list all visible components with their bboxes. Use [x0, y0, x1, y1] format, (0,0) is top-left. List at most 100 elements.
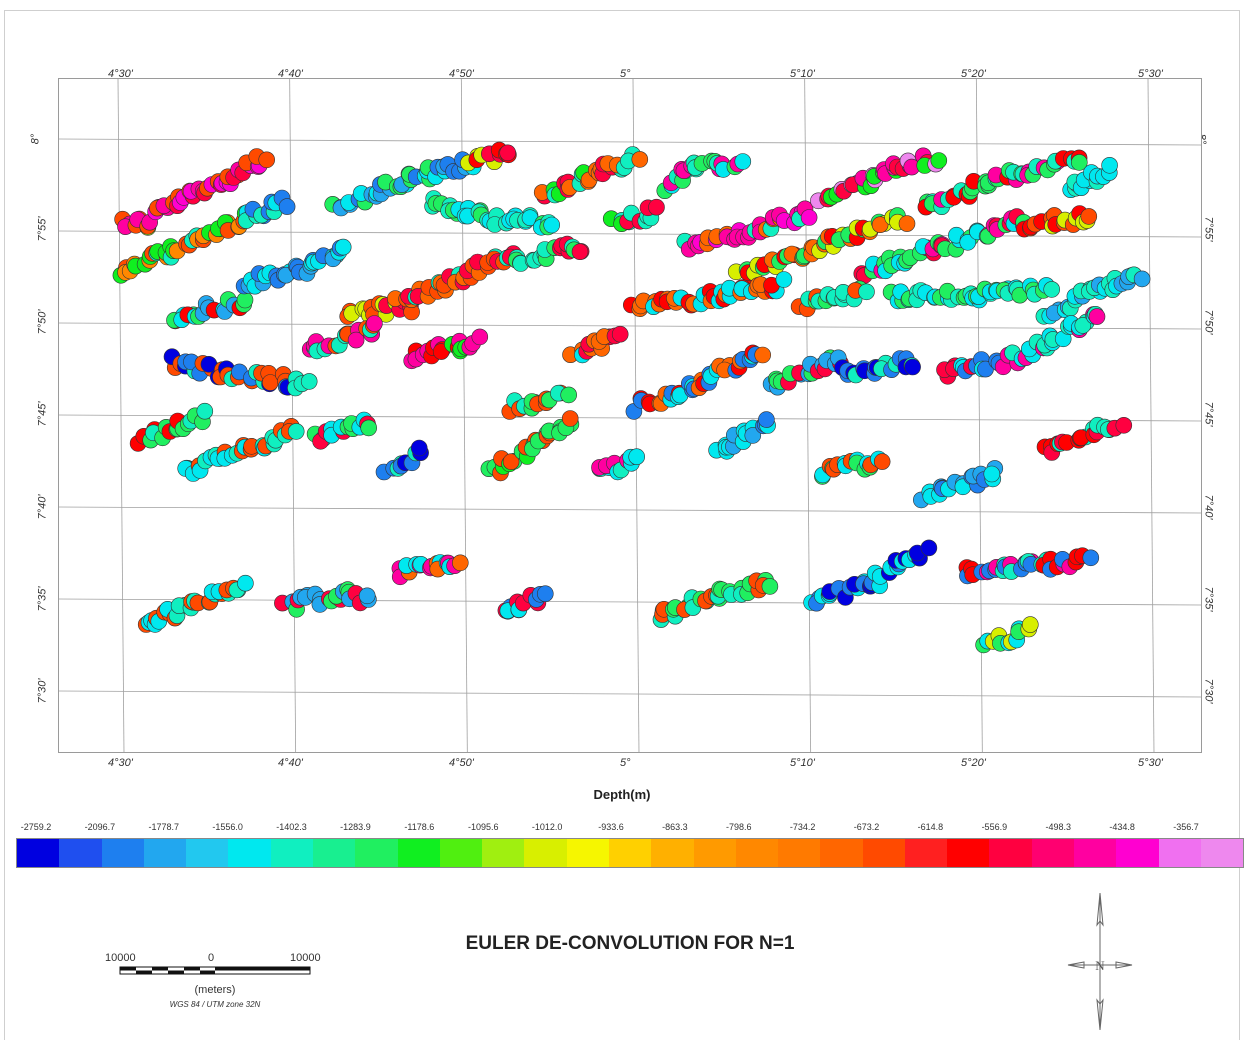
euler-solution-point [734, 153, 752, 170]
euler-solution-point [1082, 549, 1100, 567]
euler-solutions-plot [59, 79, 1201, 752]
euler-solution-point [761, 578, 779, 595]
euler-solutions [112, 141, 1151, 654]
right-tick-label: 7°45' [1202, 401, 1215, 427]
colorbar-swatch [735, 839, 779, 867]
colorbar-swatch [17, 839, 60, 867]
euler-solution-point [536, 585, 554, 603]
colorbar-label: -798.6 [726, 822, 752, 832]
colorbar-swatch [524, 839, 567, 867]
euler-solution-point [451, 554, 469, 572]
euler-solution-point [410, 439, 428, 457]
euler-solution-point [983, 465, 1001, 483]
top-tick-label: 5°30' [1138, 68, 1163, 80]
parallel-line [59, 690, 1201, 698]
colorbar-swatch [1031, 839, 1075, 867]
colorbar-swatch [397, 839, 440, 867]
euler-solution-point [571, 243, 589, 260]
euler-solution-point [360, 419, 378, 437]
colorbar-swatch [693, 839, 736, 867]
depth-colorbar [16, 838, 1244, 868]
colorbar-label: -1556.0 [212, 822, 243, 832]
euler-solution-point [1021, 616, 1039, 633]
colorbar-label: -734.2 [789, 822, 816, 832]
bottom-tick-label: 4°30' [108, 757, 133, 769]
euler-solution-point [1043, 281, 1061, 298]
right-tick-label: 7°50' [1202, 309, 1215, 335]
colorbar-swatch [186, 839, 229, 867]
colorbar-swatch [1074, 839, 1117, 867]
left-tick-label: 7°40' [36, 494, 49, 520]
colorbar-swatch [270, 839, 313, 867]
euler-solution-point [347, 331, 365, 349]
colorbar-label: -673.2 [853, 822, 880, 832]
meridian-line [804, 79, 812, 752]
colorbar-swatch [1200, 839, 1244, 867]
colorbar-swatch [143, 839, 187, 867]
colorbar-swatch [59, 839, 102, 867]
euler-solution-point [744, 427, 762, 444]
euler-solution-point [611, 325, 629, 343]
colorbar-swatch [862, 839, 905, 867]
colorbar-swatch [989, 839, 1032, 867]
euler-solution-point [1088, 308, 1106, 325]
left-tick-label: 8° [29, 133, 42, 145]
colorbar-label: -1778.7 [148, 822, 180, 832]
euler-solution-point [920, 539, 938, 557]
euler-solution-point [800, 209, 818, 226]
colorbar-labels: -2759.2 -2096.7 -1778.7 -1556.0 -1402.3 -1283… [16, 822, 1244, 836]
euler-solution-point [1070, 154, 1088, 171]
left-tick-label: 7°30' [36, 678, 49, 704]
colorbar-label: -933.6 [598, 822, 624, 832]
euler-solution-point [237, 574, 254, 592]
euler-solution-point [1074, 317, 1092, 334]
scale-bar-graphic [119, 966, 311, 975]
right-tick-label: 7°55' [1202, 216, 1215, 242]
bottom-tick-label: 5°10' [790, 757, 815, 769]
euler-solution-point [300, 373, 318, 390]
right-tick-label: 7°30' [1202, 678, 1215, 704]
north-label: N [1095, 958, 1105, 973]
euler-solution-point [258, 151, 275, 169]
top-tick-label: 4°40' [278, 68, 303, 80]
colorbar-swatch [608, 839, 652, 867]
euler-solution-point [278, 198, 296, 215]
colorbar-label: -498.3 [1045, 822, 1071, 832]
top-tick-label: 4°50' [449, 68, 474, 80]
graticule [59, 79, 1201, 752]
bottom-tick-label: 4°40' [278, 757, 303, 769]
colorbar-swatch [101, 839, 144, 867]
colorbar-label: -356.7 [1173, 822, 1199, 832]
colorbar-swatch [312, 839, 356, 867]
parallel-line [59, 230, 1201, 238]
parallel-line [59, 138, 1201, 146]
left-tick-label: 7°55' [36, 216, 49, 242]
colorbar-label: -863.3 [662, 822, 688, 832]
bottom-tick-label: 5°30' [1138, 757, 1163, 769]
bottom-tick-label: 5° [620, 757, 631, 769]
euler-solution-point [758, 411, 775, 428]
euler-solution-point [930, 152, 948, 169]
scale-right-label: 10000 [290, 952, 321, 964]
euler-solution-point [631, 151, 649, 168]
meridian-line [117, 79, 125, 752]
colorbar-label: -2096.7 [84, 822, 116, 832]
north-arrow-icon: N [1067, 892, 1133, 1031]
colorbar-swatch [482, 839, 525, 867]
top-tick-label: 4°30' [108, 68, 133, 80]
euler-solution-point [471, 328, 489, 346]
euler-solution-point [358, 587, 376, 605]
euler-solution-point [775, 271, 793, 288]
euler-solution-point [236, 291, 254, 309]
euler-solution-point [334, 238, 352, 256]
colorbar-label: -1178.6 [404, 822, 435, 832]
euler-solution-point [904, 358, 921, 376]
euler-solution-point [499, 144, 517, 162]
colorbar-swatch [1158, 839, 1201, 867]
euler-solution-point [754, 346, 772, 364]
euler-solution-point [1101, 157, 1118, 174]
euler-solution-point [1133, 270, 1151, 288]
north-arrow: N [1060, 885, 1140, 1035]
top-tick-label: 5°20' [961, 68, 986, 80]
